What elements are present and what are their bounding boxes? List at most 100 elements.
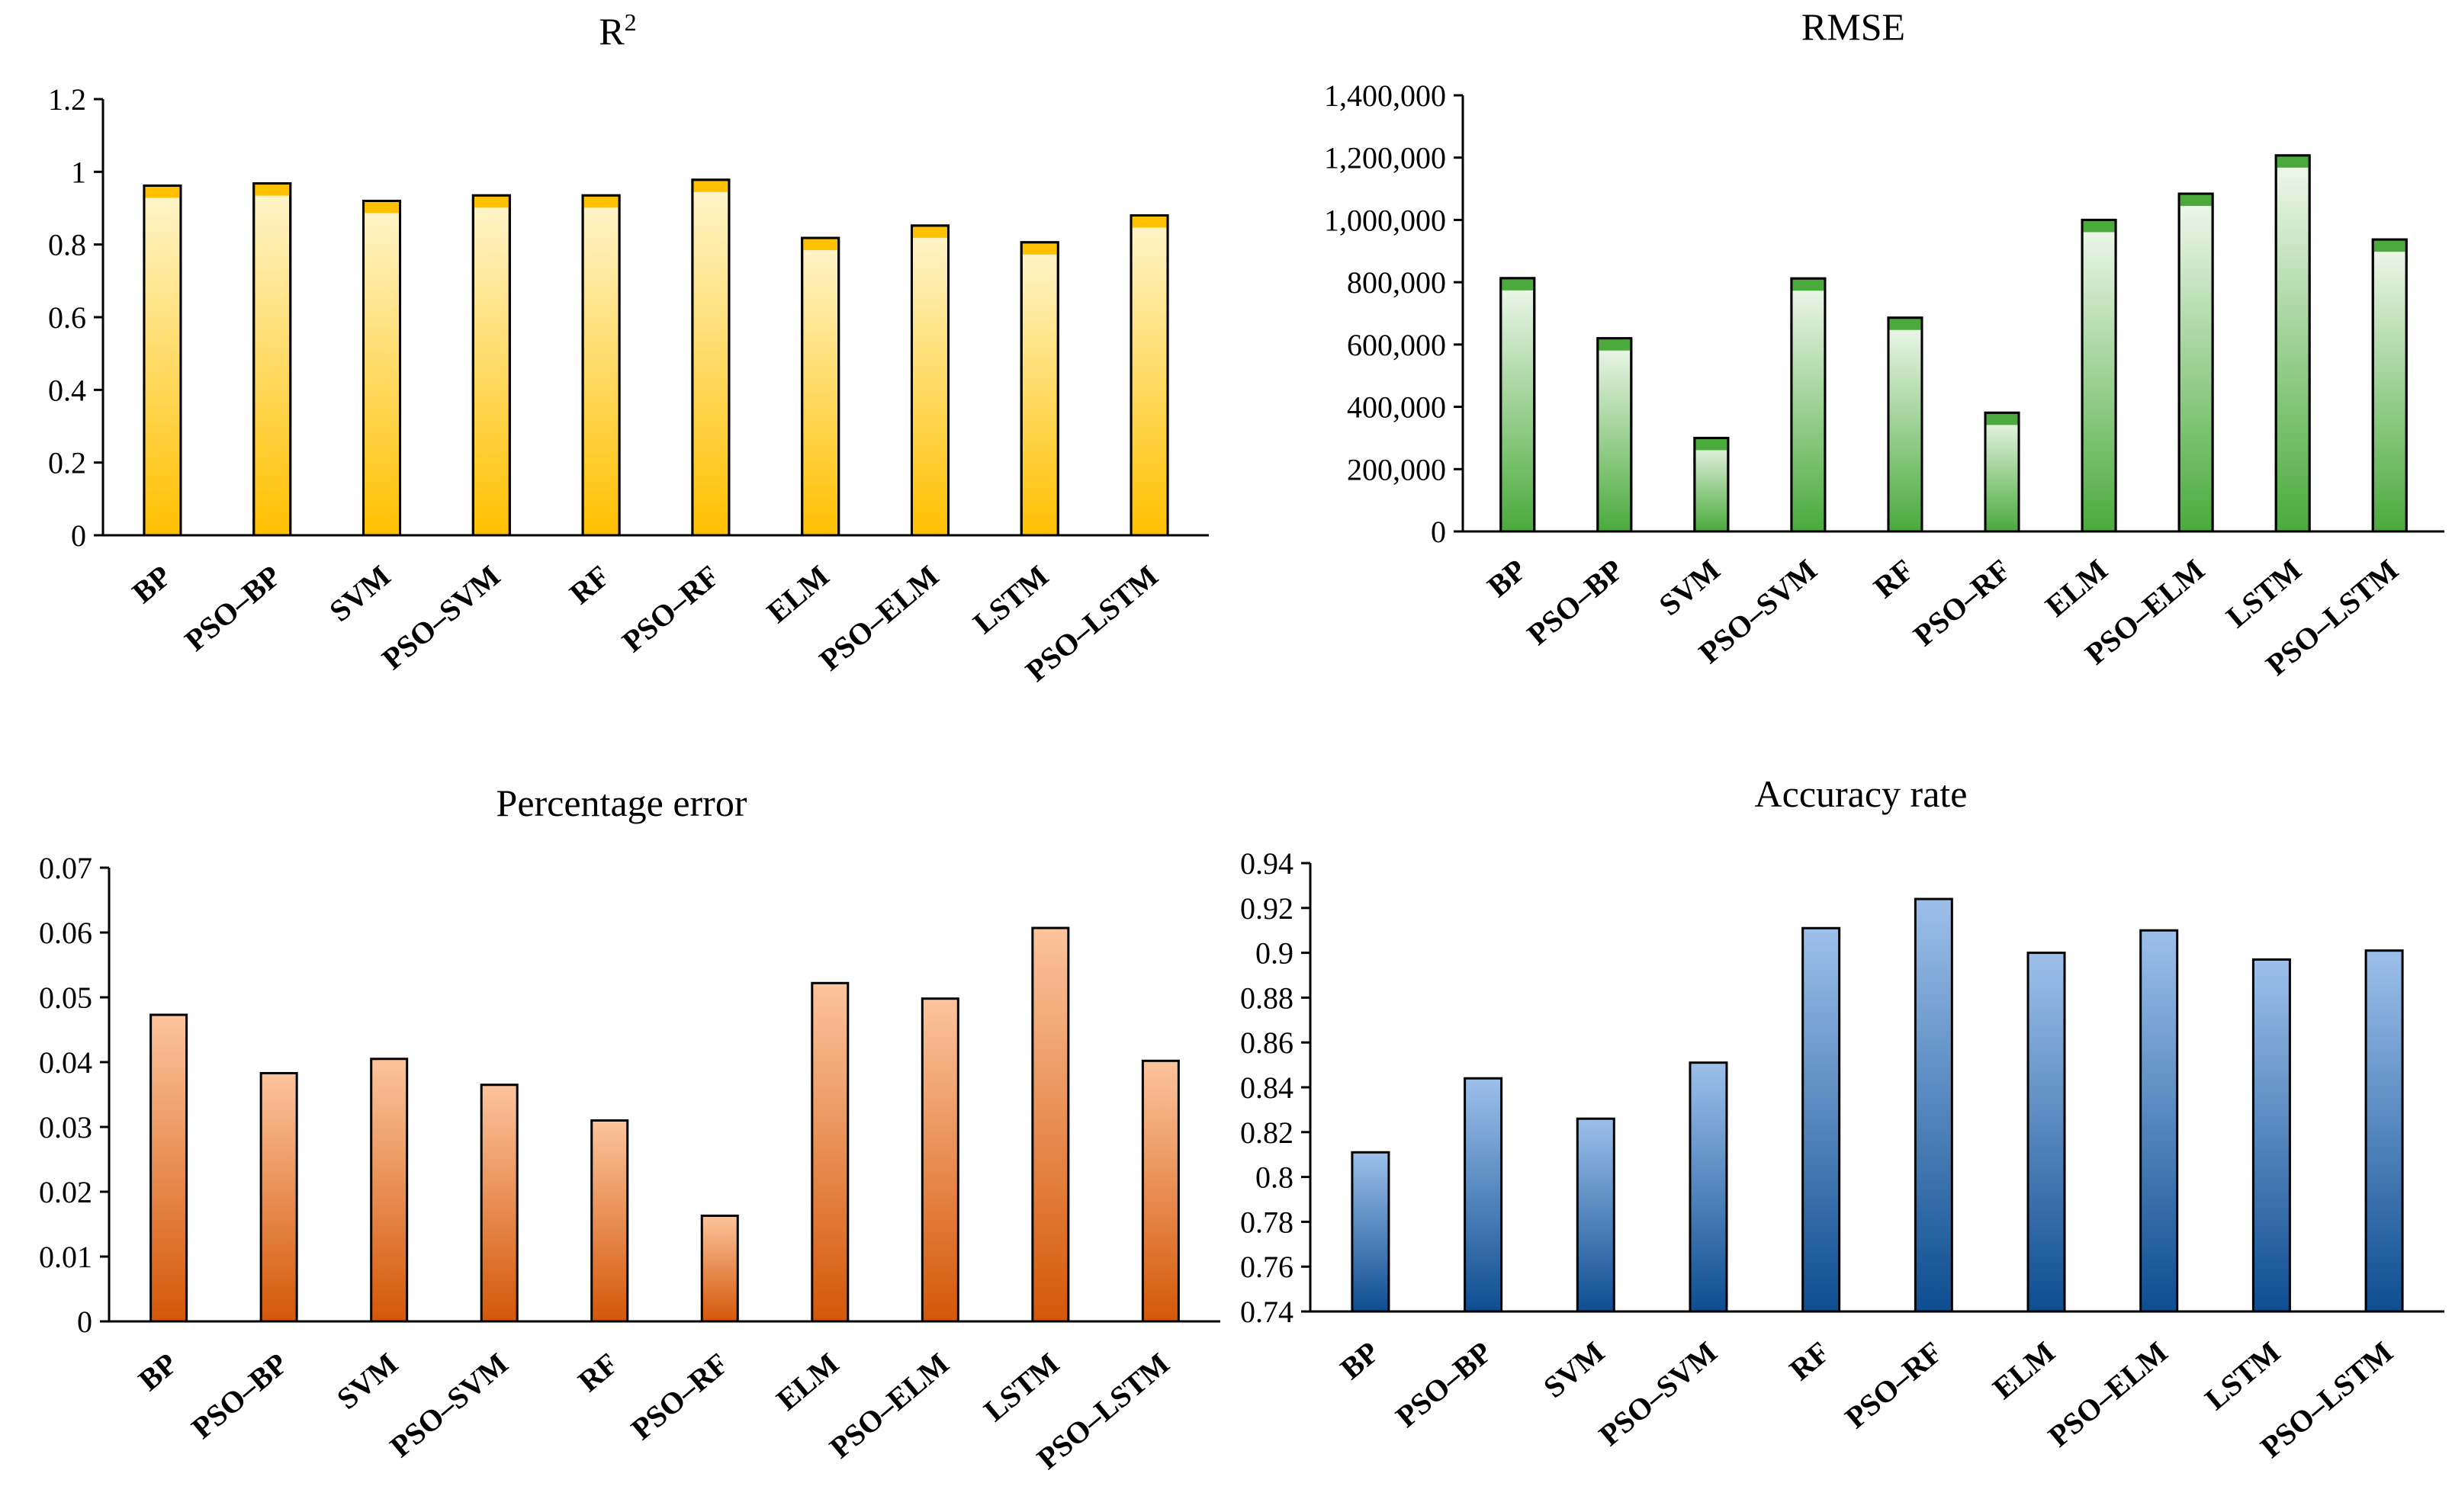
bar-outline xyxy=(910,224,950,537)
y-tick-label: 200,000 xyxy=(1347,452,1446,486)
y-tick-label: 0.8 xyxy=(48,228,86,262)
y-tick-label: 0.05 xyxy=(39,981,92,1015)
x-tick-label: PSO–RF xyxy=(615,558,726,659)
bar xyxy=(1887,316,1923,533)
panel-accuracy-rate: Accuracy rate 0.74 0.76 0.78 0.8 0.82 0.84 0.8… xyxy=(1240,772,2444,1465)
bar xyxy=(1790,277,1827,533)
y-tick-label: 0.8 xyxy=(1255,1160,1293,1195)
bar-outline xyxy=(1887,316,1923,533)
y-tick-label: 0.9 xyxy=(1255,936,1293,971)
bar-outline xyxy=(2081,218,2117,533)
x-tick-label: SVM xyxy=(1537,1334,1611,1404)
y-tick-label: 1,000,000 xyxy=(1324,203,1446,237)
bar xyxy=(1130,214,1169,537)
bar xyxy=(1020,241,1059,537)
bar xyxy=(1576,1117,1615,1313)
bar-outline xyxy=(2371,238,2408,533)
bar xyxy=(259,1071,298,1323)
y-tick-label: 0 xyxy=(71,518,86,553)
bar xyxy=(362,199,402,537)
panel-title: RMSE xyxy=(1801,5,1905,48)
y-tick-label: 0.04 xyxy=(39,1045,92,1080)
bar xyxy=(1693,436,1730,533)
bar xyxy=(921,997,959,1323)
bar-outline xyxy=(471,194,511,537)
y-tick-label: 1 xyxy=(71,155,86,189)
bar xyxy=(2026,952,2066,1313)
y-tick-label: 0.78 xyxy=(1240,1205,1293,1239)
bar-outline xyxy=(1596,337,1633,533)
chart-accuracy-rate: 0.74 0.76 0.78 0.8 0.82 0.84 0.86 0.88 0.9 0.92 0.… xyxy=(1240,846,2444,1465)
bar-cap xyxy=(912,226,947,238)
bar xyxy=(1464,1077,1503,1313)
bar-cap xyxy=(693,181,728,192)
bar-outline xyxy=(801,236,840,537)
y-tick-label: 0.84 xyxy=(1240,1071,1293,1105)
y-tick-label: 0.94 xyxy=(1240,846,1293,881)
bar-outline xyxy=(2274,154,2311,533)
bar-outline xyxy=(252,182,292,537)
chart-rmse: 0 200,000 400,000 600,000 800,000 1,000,000 1,… xyxy=(1324,79,2444,682)
x-tick-label: LSTM xyxy=(2198,1334,2286,1416)
y-tick-label: 1,400,000 xyxy=(1324,79,1446,113)
x-tick-label: LSTM xyxy=(2219,552,2308,634)
bar-cap xyxy=(1022,243,1057,255)
bar-cap xyxy=(2373,240,2405,252)
bar xyxy=(2371,238,2408,533)
bar-cap xyxy=(145,186,180,198)
y-tick-label: 800,000 xyxy=(1347,265,1446,300)
y-tick-label: 0.92 xyxy=(1240,891,1293,926)
bar xyxy=(1801,926,1841,1313)
bar-cap xyxy=(2083,220,2115,233)
bar xyxy=(581,194,621,537)
bar-outline xyxy=(691,178,731,537)
bar-cap xyxy=(1599,339,1631,351)
y-tick-label: 600,000 xyxy=(1347,328,1446,362)
y-tick-label: 0.82 xyxy=(1240,1116,1293,1150)
bar-outline xyxy=(143,184,182,537)
x-tick-label: PSO–RF xyxy=(1838,1334,1949,1435)
bar xyxy=(252,182,292,537)
y-tick-label: 1.2 xyxy=(48,82,86,117)
bar-outline xyxy=(1790,277,1827,533)
bar xyxy=(2081,218,2117,533)
bar xyxy=(590,1119,629,1323)
x-tick-label: RF xyxy=(1867,552,1920,605)
y-tick-label: 0.76 xyxy=(1240,1250,1293,1284)
bar xyxy=(480,1083,519,1323)
bar-cap xyxy=(2277,156,2309,168)
chart-percentage-error: 0 0.01 0.02 0.03 0.04 0.05 0.06 0.07 BP PSO–BP SVM… xyxy=(39,851,1220,1476)
bar xyxy=(910,224,950,537)
y-tick-label: 0.4 xyxy=(48,373,86,407)
bar xyxy=(1351,1151,1390,1313)
x-tick-label: BP xyxy=(1480,552,1532,603)
y-tick-label: 0.02 xyxy=(39,1175,92,1209)
bar xyxy=(1914,897,1953,1313)
bar-cap xyxy=(1132,217,1167,228)
bar-cap xyxy=(803,239,838,251)
bar-cap xyxy=(1695,438,1727,451)
bar-outline xyxy=(581,194,621,537)
bar-outline xyxy=(1020,241,1059,537)
panel-rmse: RMSE 0 200,000 400,000 600,000 800,000 1,000,… xyxy=(1324,5,2444,682)
y-tick-label: 0.6 xyxy=(48,300,86,335)
bar xyxy=(2274,154,2311,533)
y-tick-label: 0.03 xyxy=(39,1110,92,1144)
x-tick-label: RF xyxy=(571,1346,625,1398)
y-tick-label: 400,000 xyxy=(1347,390,1446,425)
y-tick-label: 0 xyxy=(1431,515,1446,549)
bar-outline xyxy=(1984,411,2020,533)
y-tick-label: 0.86 xyxy=(1240,1026,1293,1060)
bar-cap xyxy=(1986,413,2018,425)
bar xyxy=(1031,926,1070,1323)
bar xyxy=(2177,192,2214,533)
bar xyxy=(1499,277,1536,533)
x-tick-label: ELM xyxy=(760,558,836,629)
x-tick-label: PSO–BP xyxy=(1521,552,1630,651)
x-tick-label: PSO–BP xyxy=(178,558,288,657)
bar-outline xyxy=(362,199,402,537)
bar xyxy=(1689,1061,1728,1313)
x-tick-label: PSO–ELM xyxy=(823,1346,956,1465)
